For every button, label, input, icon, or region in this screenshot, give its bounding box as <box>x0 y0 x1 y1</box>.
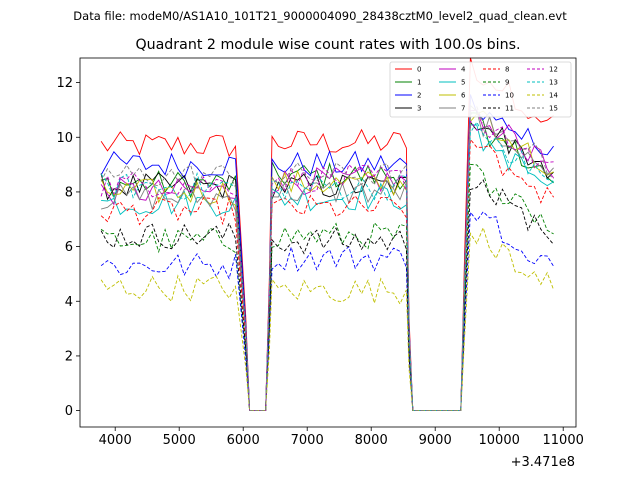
x-tick-label: 7000 <box>291 433 324 448</box>
x-tick-label: 8000 <box>355 433 388 448</box>
chart-title: Quadrant 2 module wise count rates with … <box>135 37 520 53</box>
x-offset-label: +3.471e8 <box>511 455 575 470</box>
x-tick-label: 6000 <box>227 433 260 448</box>
series-line-14 <box>100 226 555 412</box>
series-line-10 <box>100 210 554 412</box>
y-tick-label: 2 <box>65 349 73 364</box>
series-line-9 <box>100 163 554 412</box>
x-tick-label: 4000 <box>99 433 132 448</box>
series-line-1 <box>100 112 554 412</box>
x-tick-label: 5000 <box>163 433 196 448</box>
y-tick-label: 6 <box>65 240 73 255</box>
series-line-11 <box>100 179 554 412</box>
y-tick-label: 0 <box>65 404 73 419</box>
plot-lines <box>100 57 555 412</box>
y-tick-label: 4 <box>65 295 73 310</box>
series-line-15 <box>100 105 554 412</box>
y-axis: 0 2 4 6 8 10 12 <box>56 76 80 419</box>
legend-label-14: 14 <box>549 92 558 100</box>
legend-label-8: 8 <box>505 66 509 74</box>
series-line-5 <box>101 124 554 412</box>
legend-label-15: 15 <box>549 105 558 113</box>
series-line-12 <box>100 119 554 412</box>
x-tick-label: 11000 <box>543 433 584 448</box>
series-line-6 <box>100 110 554 412</box>
series-line-8 <box>100 138 554 412</box>
x-tick-label: 10000 <box>479 433 520 448</box>
legend-label-13: 13 <box>549 79 558 87</box>
legend-label-11: 11 <box>505 105 514 113</box>
legend-label-2: 2 <box>417 92 421 100</box>
legend-label-0: 0 <box>417 66 421 74</box>
series-line-7 <box>100 104 554 412</box>
x-tick-label: 9000 <box>419 433 452 448</box>
series-line-3 <box>100 120 554 412</box>
legend-label-1: 1 <box>417 79 421 87</box>
legend-label-12: 12 <box>549 66 558 74</box>
y-tick-label: 8 <box>65 185 73 200</box>
series-line-4 <box>100 109 554 412</box>
y-tick-label: 10 <box>56 131 73 146</box>
legend-label-6: 6 <box>461 92 466 100</box>
legend-label-10: 10 <box>505 92 514 100</box>
legend-label-9: 9 <box>505 79 509 87</box>
series-line-2 <box>100 94 554 412</box>
chart-suptitle: Data file: modeM0/AS1A10_101T21_90000040… <box>73 9 567 23</box>
x-axis: 4000 5000 6000 7000 8000 9000 10000 11000 <box>99 427 584 448</box>
legend-box <box>389 61 572 118</box>
plot-frame <box>79 57 577 428</box>
legend-label-4: 4 <box>461 66 466 74</box>
legend-label-5: 5 <box>461 79 465 87</box>
series-line-13 <box>100 121 554 412</box>
legend-label-3: 3 <box>417 105 421 113</box>
y-tick-label: 12 <box>56 76 73 91</box>
legend-label-7: 7 <box>461 105 465 113</box>
